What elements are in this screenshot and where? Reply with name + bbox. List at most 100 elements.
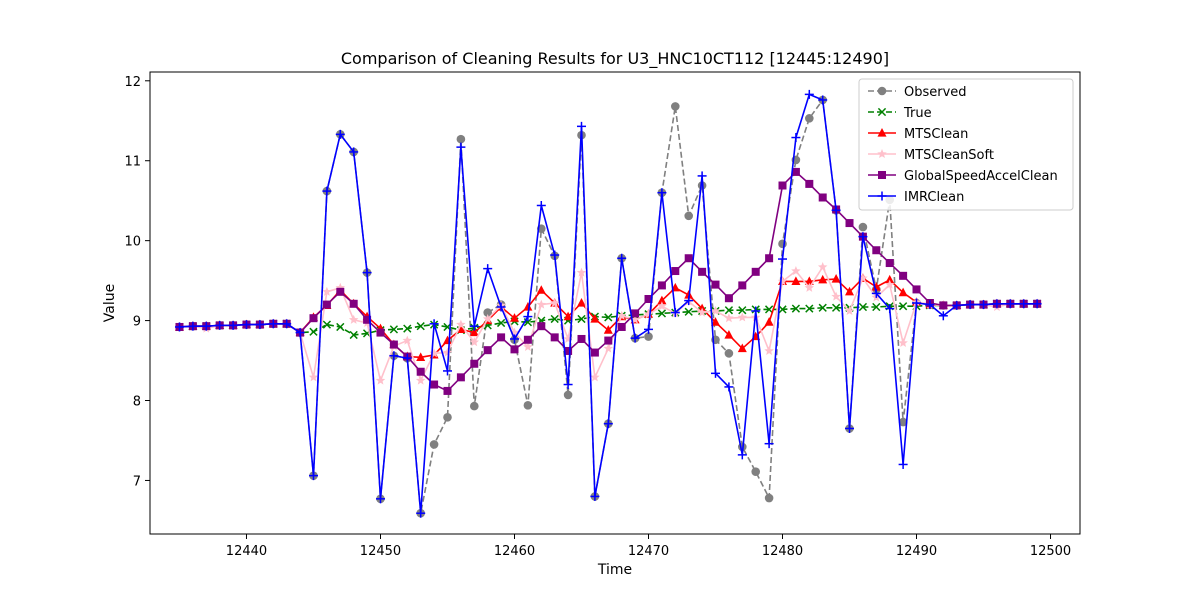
data-point [255, 320, 265, 330]
data-point [898, 337, 908, 348]
data-point [549, 298, 560, 308]
data-point [469, 401, 479, 411]
data-point [564, 346, 573, 355]
data-point [791, 266, 801, 276]
legend-label: GlobalSpeedAccelClean [904, 169, 1058, 184]
data-point [684, 307, 693, 316]
data-point [335, 129, 345, 139]
data-point [871, 288, 881, 298]
data-point [429, 440, 439, 449]
data-point [912, 285, 921, 294]
data-point [845, 423, 855, 433]
data-point [818, 95, 828, 105]
data-point [671, 267, 680, 276]
data-point [912, 298, 922, 308]
data-point [201, 321, 211, 331]
data-point [657, 281, 666, 290]
data-point [684, 211, 694, 221]
data-point [791, 304, 801, 313]
legend-marker [877, 191, 887, 201]
data-point [563, 333, 573, 344]
data-point [671, 102, 680, 111]
legend-item: Observed [868, 85, 967, 100]
data-point [764, 439, 774, 449]
data-point [791, 276, 801, 286]
x-tick-label: 12500 [1030, 544, 1071, 559]
data-point [938, 311, 948, 321]
data-point [497, 333, 506, 342]
data-point [898, 302, 908, 311]
data-point [805, 114, 814, 123]
data-point [577, 314, 586, 324]
data-point [831, 303, 841, 312]
data-point [899, 271, 908, 280]
data-point [563, 311, 573, 321]
legend-item: GlobalSpeedAccelClean [868, 169, 1058, 184]
data-point [322, 186, 332, 196]
data-point [657, 309, 667, 318]
x-tick-label: 12460 [494, 544, 535, 559]
data-point [174, 322, 184, 332]
data-point [590, 348, 599, 357]
legend-marker [878, 171, 886, 179]
data-point [737, 450, 747, 460]
data-point [831, 291, 841, 301]
data-point [871, 282, 881, 291]
data-point [858, 273, 868, 283]
series-imrclean [174, 89, 1042, 518]
data-point [415, 375, 426, 385]
data-point [496, 302, 506, 312]
data-point [630, 333, 640, 343]
data-point [777, 276, 788, 286]
data-point [322, 320, 332, 329]
data-point [442, 347, 453, 357]
data-point [617, 322, 626, 331]
data-point [751, 306, 761, 316]
data-point [523, 312, 533, 322]
data-point [1019, 299, 1029, 309]
data-point [590, 372, 600, 382]
data-point [563, 390, 573, 400]
data-point [483, 264, 493, 274]
data-point [684, 254, 693, 263]
data-point [442, 366, 452, 376]
data-point [469, 321, 479, 331]
data-point [603, 343, 614, 353]
data-point [644, 332, 653, 341]
data-point [375, 375, 386, 385]
data-point [724, 294, 733, 303]
legend-label: MTSCleanSoft [904, 148, 994, 163]
data-point [711, 317, 721, 326]
data-point [751, 467, 761, 476]
data-point [657, 301, 667, 311]
data-point [416, 352, 426, 361]
data-point [925, 300, 935, 310]
data-point [858, 222, 868, 232]
y-axis-label: Value [102, 284, 118, 322]
data-point [509, 334, 519, 344]
data-point [657, 295, 667, 305]
legend-item: MTSClean [868, 127, 968, 142]
data-point [429, 348, 439, 358]
data-point [885, 259, 894, 268]
data-point [831, 274, 841, 283]
data-point [349, 299, 358, 308]
data-point [818, 274, 828, 284]
data-point [363, 315, 372, 324]
data-point [483, 346, 492, 355]
data-point [724, 313, 734, 323]
data-point [885, 304, 895, 314]
y-tick-label: 9 [133, 315, 141, 330]
data-point [402, 353, 412, 363]
data-point [805, 304, 814, 313]
data-point [375, 494, 385, 504]
data-point [939, 301, 948, 310]
data-point [631, 309, 640, 318]
legend-label: True [903, 106, 932, 121]
data-point [643, 309, 654, 319]
data-point [710, 305, 721, 316]
data-point [416, 367, 425, 376]
data-point [416, 508, 426, 518]
data-point [764, 493, 774, 503]
legend-marker [877, 149, 887, 159]
